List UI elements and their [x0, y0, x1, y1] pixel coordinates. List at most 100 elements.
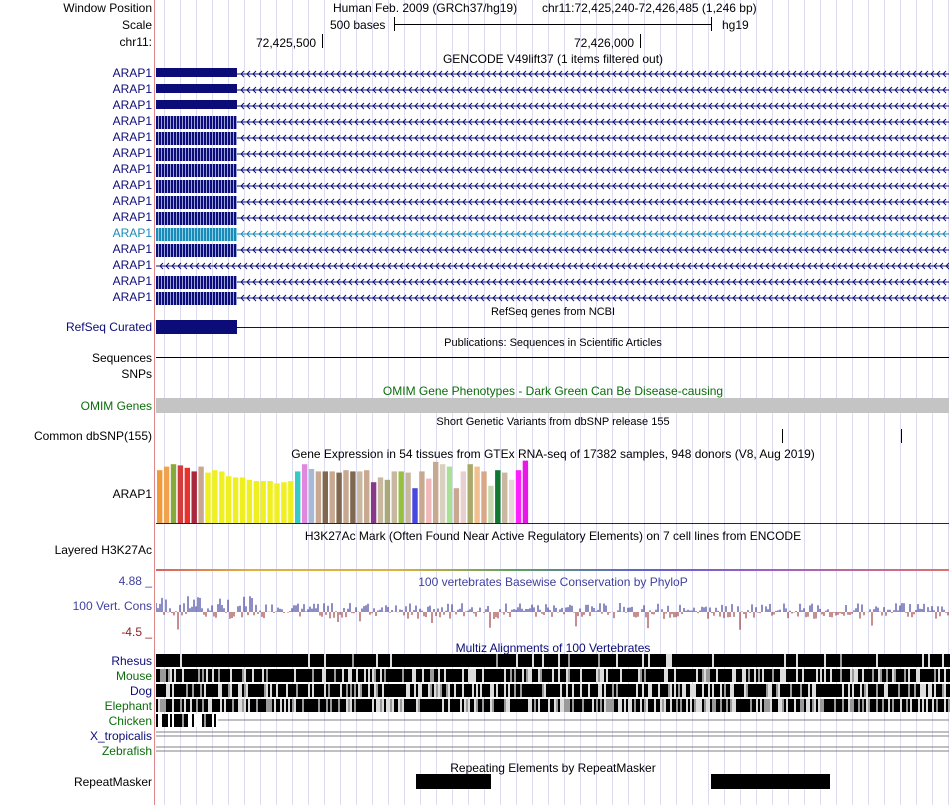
gtex-tissue-bar[interactable] [502, 472, 508, 523]
gtex-tissue-bar[interactable] [232, 477, 239, 523]
gtex-tissue-bar[interactable] [357, 471, 363, 523]
repeat-element-1[interactable] [416, 774, 491, 789]
gencode-intron[interactable] [237, 213, 949, 223]
gencode-exon[interactable] [156, 148, 237, 161]
gtex-tissue-bar[interactable] [350, 471, 356, 523]
multiz-track-title[interactable]: Multiz Alignments of 100 Vertebrates [455, 641, 651, 655]
gtex-tissue-bar[interactable] [336, 472, 342, 523]
gtex-tissue-bar[interactable] [163, 466, 170, 523]
gtex-tissue-bar[interactable] [343, 470, 349, 523]
gencode-transcript-label[interactable]: ARAP1 [112, 130, 152, 144]
gtex-tissue-bar[interactable] [398, 471, 404, 523]
gtex-tissue-bar[interactable] [481, 471, 487, 523]
gencode-transcript-label[interactable]: ARAP1 [112, 162, 152, 176]
gtex-tissue-bar[interactable] [301, 464, 308, 523]
gtex-label[interactable]: ARAP1 [112, 487, 152, 501]
gtex-tissue-bar[interactable] [308, 469, 315, 523]
gtex-tissue-bar[interactable] [384, 479, 391, 523]
gencode-transcript-label[interactable]: ARAP1 [112, 178, 152, 192]
gencode-intron[interactable] [237, 229, 949, 239]
gtex-tissue-bar[interactable] [315, 471, 322, 523]
gencode-exon[interactable] [156, 244, 237, 257]
gencode-transcript-label[interactable]: ARAP1 [112, 290, 152, 304]
gtex-tissue-bar[interactable] [419, 471, 425, 523]
h3k27ac-label[interactable]: Layered H3K27Ac [54, 543, 152, 557]
snps-label[interactable]: SNPs [121, 367, 152, 381]
gtex-tissue-bar[interactable] [329, 471, 335, 523]
gtex-tissue-bar[interactable] [170, 464, 177, 523]
gencode-intron[interactable] [156, 261, 949, 271]
phylop-wiggle[interactable] [156, 586, 950, 640]
h3k27ac-signal[interactable] [156, 569, 949, 571]
gtex-tissue-bar[interactable] [391, 471, 397, 523]
gencode-transcript-label[interactable]: ARAP1 [112, 82, 152, 96]
gtex-tissue-bar[interactable] [205, 472, 211, 523]
gencode-exon[interactable] [156, 84, 237, 93]
gtex-tissue-bar[interactable] [267, 481, 273, 523]
dbsnp-variant-2[interactable] [901, 429, 902, 443]
gtex-tissue-bar[interactable] [177, 465, 184, 523]
gtex-tissue-bar[interactable] [412, 488, 418, 523]
phylop-track-title[interactable]: 100 vertebrates Basewise Conservation by… [418, 575, 688, 589]
gencode-intron[interactable] [237, 149, 949, 159]
gtex-tissue-bar[interactable] [377, 477, 384, 523]
gtex-tissue-bar[interactable] [288, 481, 294, 523]
gtex-tissue-bar[interactable] [212, 470, 218, 523]
gencode-exon[interactable] [156, 292, 237, 305]
repeatmasker-track-title[interactable]: Repeating Elements by RepeatMasker [450, 761, 656, 775]
multiz-species-chicken[interactable]: Chicken [108, 714, 152, 728]
gencode-intron[interactable] [237, 117, 949, 127]
gtex-tissue-bar[interactable] [364, 470, 370, 523]
gencode-transcript-label[interactable]: ARAP1 [112, 258, 152, 272]
gtex-tissue-bar[interactable] [488, 485, 494, 523]
gtex-tissue-bar[interactable] [246, 479, 253, 523]
multiz-alignment[interactable] [156, 652, 950, 756]
gencode-intron[interactable] [237, 181, 949, 191]
gtex-tissue-bar[interactable] [184, 467, 190, 523]
gtex-bar-chart[interactable] [156, 460, 950, 526]
gencode-transcript-label[interactable]: ARAP1 [112, 242, 152, 256]
dbsnp-track-title[interactable]: Short Genetic Variants from dbSNP releas… [436, 416, 670, 428]
gtex-tissue-bar[interactable] [191, 471, 197, 523]
gencode-intron[interactable] [237, 245, 949, 255]
gencode-transcript-label[interactable]: ARAP1 [112, 210, 152, 224]
gtex-tissue-bar[interactable] [474, 466, 480, 523]
gencode-intron[interactable] [237, 101, 949, 111]
dbsnp-variant-1[interactable] [782, 429, 783, 443]
phylop-label[interactable]: 100 Vert. Cons [72, 599, 152, 613]
gtex-tissue-bar[interactable] [439, 464, 446, 523]
gencode-transcript-label[interactable]: ARAP1 [112, 66, 152, 80]
gtex-tissue-bar[interactable] [446, 466, 453, 523]
dbsnp-label[interactable]: Common dbSNP(155) [33, 429, 152, 443]
h3k27ac-track-title[interactable]: H3K27Ac Mark (Often Found Near Active Re… [304, 529, 802, 543]
gencode-exon[interactable] [156, 132, 237, 145]
gencode-intron[interactable] [237, 277, 949, 287]
gencode-exon[interactable] [156, 196, 237, 209]
gtex-tissue-bar[interactable] [467, 464, 473, 523]
gtex-tissue-bar[interactable] [281, 482, 287, 523]
gencode-transcript-label[interactable]: ARAP1 [112, 194, 152, 208]
gencode-exon[interactable] [156, 116, 237, 129]
gtex-tissue-bar[interactable] [253, 481, 259, 523]
multiz-species-dog[interactable]: Dog [129, 684, 152, 698]
gencode-transcript-label[interactable]: ARAP1 [112, 226, 152, 240]
gencode-exon[interactable] [156, 212, 237, 225]
gencode-intron[interactable] [237, 197, 949, 207]
multiz-species-x_tropicalis[interactable]: X_tropicalis [89, 729, 152, 743]
gtex-tissue-bar[interactable] [495, 470, 501, 523]
gencode-track-title[interactable]: GENCODE V49lift37 (1 items filtered out) [442, 52, 664, 66]
gtex-tissue-bar[interactable] [322, 471, 328, 523]
gtex-tissue-bar[interactable] [453, 488, 460, 523]
gencode-exon[interactable] [156, 68, 237, 77]
refseq-label[interactable]: RefSeq Curated [65, 320, 152, 334]
multiz-species-zebrafish[interactable]: Zebrafish [101, 744, 152, 758]
repeat-element-2[interactable] [711, 774, 830, 789]
gtex-tissue-bar[interactable] [426, 478, 432, 523]
gencode-intron[interactable] [237, 293, 949, 303]
gtex-tissue-bar[interactable] [460, 471, 466, 523]
gtex-tissue-bar[interactable] [508, 479, 515, 523]
multiz-species-mouse[interactable]: Mouse [115, 669, 152, 683]
refseq-exon[interactable] [156, 320, 237, 334]
gencode-exon[interactable] [156, 164, 237, 177]
multiz-species-elephant[interactable]: Elephant [104, 699, 152, 713]
